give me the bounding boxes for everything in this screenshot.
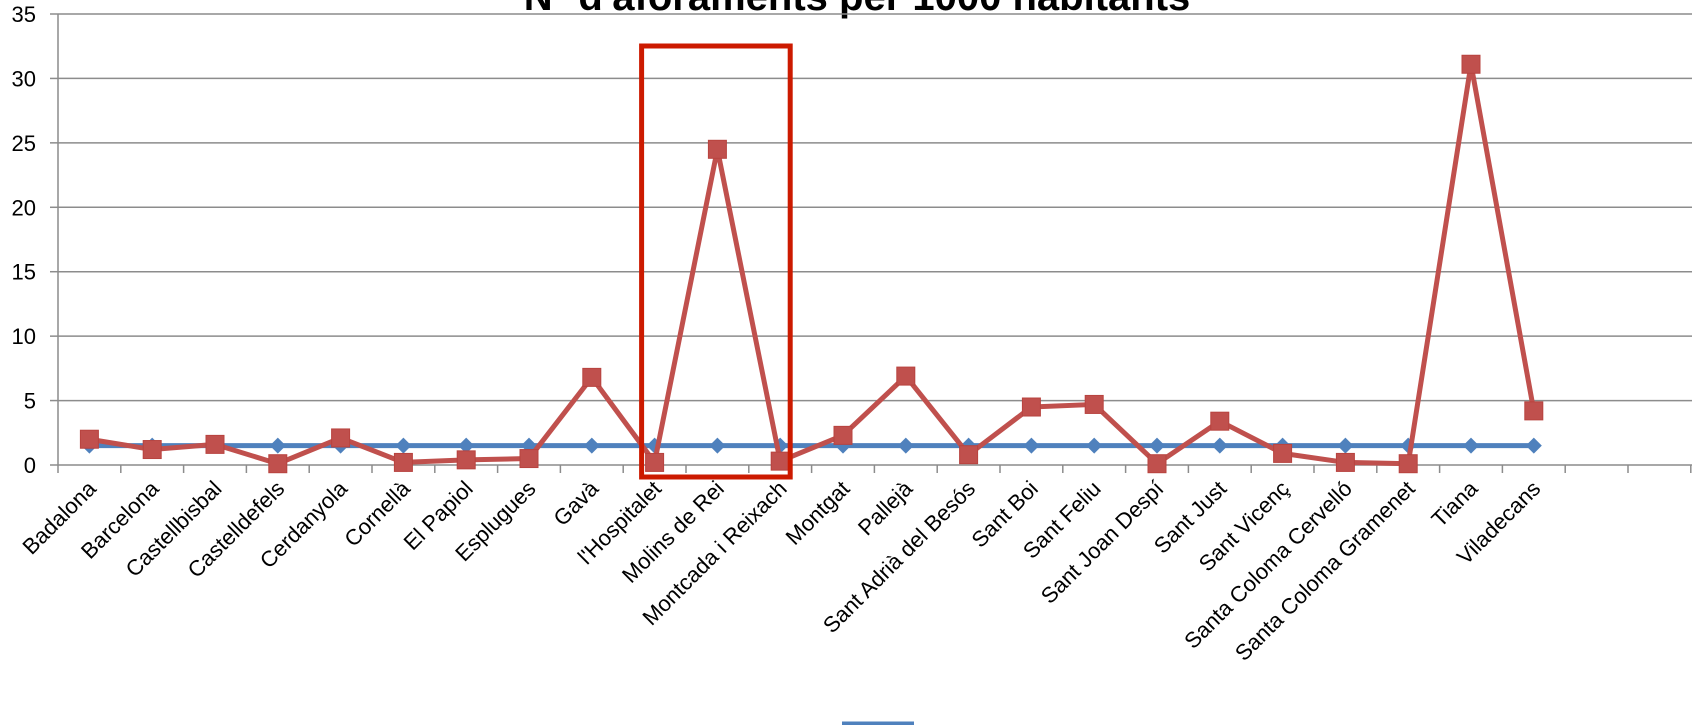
data-point-marker bbox=[393, 452, 413, 472]
data-point-marker bbox=[1021, 397, 1041, 417]
highlight-box bbox=[639, 43, 793, 480]
data-point-marker bbox=[1524, 401, 1544, 421]
axes bbox=[50, 13, 1692, 473]
data-point-marker bbox=[582, 367, 602, 387]
data-point-marker bbox=[458, 437, 475, 454]
y-tick-label: 35 bbox=[12, 2, 36, 27]
data-point-marker bbox=[1086, 437, 1103, 454]
data-point-marker bbox=[1211, 437, 1228, 454]
y-tick-label: 20 bbox=[12, 195, 36, 220]
data-point-marker bbox=[269, 437, 286, 454]
data-point-marker bbox=[1023, 437, 1040, 454]
data-point-marker bbox=[1084, 394, 1104, 414]
series-group bbox=[79, 54, 1544, 474]
y-tick-label: 5 bbox=[24, 389, 36, 414]
data-point-marker bbox=[897, 437, 914, 454]
data-point-marker bbox=[1147, 454, 1167, 474]
data-point-marker bbox=[709, 437, 726, 454]
series-2 bbox=[79, 54, 1544, 474]
data-point-marker bbox=[79, 429, 99, 449]
y-tick-label: 10 bbox=[12, 324, 36, 349]
y-tick-label: 30 bbox=[12, 66, 36, 91]
data-point-marker bbox=[1461, 54, 1481, 74]
data-point-marker bbox=[1463, 437, 1479, 454]
x-category-labels: BadalonaBarcelonaCastellbisbalCastelldef… bbox=[18, 475, 1546, 665]
data-point-marker bbox=[770, 451, 790, 471]
x-category-label: Gavà bbox=[548, 475, 603, 530]
data-point-marker bbox=[395, 437, 412, 454]
y-tick-labels: 0 5 10 15 20 25 30 35 bbox=[12, 2, 36, 478]
y-tick-label: 0 bbox=[24, 453, 36, 478]
data-point-marker bbox=[268, 454, 288, 474]
data-point-marker bbox=[707, 139, 727, 159]
chart-title: Nº d'aforaments per 1000 habitants bbox=[524, 0, 1191, 19]
data-point-marker bbox=[331, 428, 351, 448]
data-point-marker bbox=[1525, 437, 1542, 454]
data-point-marker bbox=[583, 437, 600, 454]
data-point-marker bbox=[1273, 443, 1293, 463]
data-point-marker bbox=[142, 440, 162, 460]
data-point-marker bbox=[1337, 437, 1354, 454]
data-point-marker bbox=[205, 434, 225, 454]
data-point-marker bbox=[456, 450, 476, 470]
y-tick-label: 25 bbox=[12, 131, 36, 156]
data-point-marker bbox=[1335, 452, 1355, 472]
data-point-marker bbox=[833, 425, 853, 445]
data-point-marker bbox=[896, 366, 916, 386]
data-point-marker bbox=[1149, 437, 1165, 454]
data-point-marker bbox=[959, 445, 979, 465]
data-point-marker bbox=[519, 449, 539, 469]
x-category-label: Tiana bbox=[1427, 475, 1484, 532]
data-point-marker bbox=[1398, 454, 1418, 474]
x-category-label: Montgat bbox=[781, 476, 855, 550]
data-point-marker bbox=[1210, 411, 1230, 431]
series-line bbox=[88, 61, 1537, 467]
y-tick-label: 15 bbox=[12, 260, 36, 285]
gridlines bbox=[58, 13, 1692, 402]
data-point-marker bbox=[645, 452, 665, 472]
